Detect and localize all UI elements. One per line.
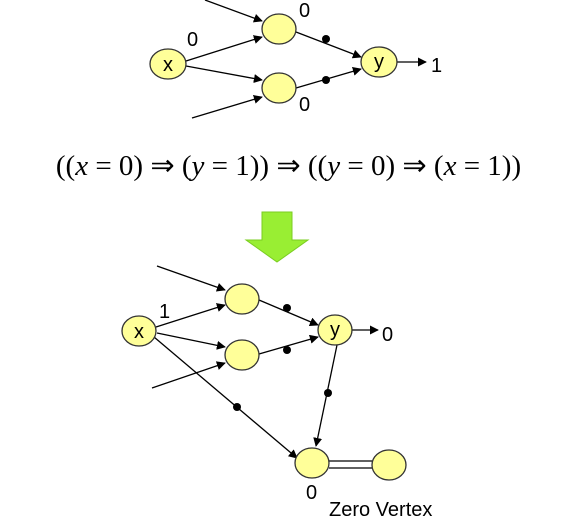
node-y	[317, 314, 353, 346]
formula-var-x: x	[75, 150, 89, 182]
node-lower	[224, 339, 260, 371]
edge-in-lower	[151, 361, 226, 389]
label-upper: 0	[299, 0, 310, 22]
node-lower	[261, 72, 297, 104]
node-upper	[261, 13, 297, 45]
edge-x-upper	[185, 35, 263, 62]
inverter-dot	[322, 76, 330, 84]
top-diagram: x y 0 0 0 1	[149, 0, 442, 119]
transform-arrow	[244, 211, 310, 263]
formula-part: = 0) ⇒ (	[88, 150, 192, 182]
formula-part: = 1)) ⇒ ((	[204, 150, 328, 182]
label-y-out: 1	[431, 55, 442, 77]
node-y-label: y	[374, 51, 384, 73]
inverter-dot	[322, 35, 330, 43]
label-x-in: 1	[159, 301, 170, 323]
edge-upper-y	[258, 299, 319, 326]
node-upper	[224, 283, 260, 315]
inverter-dot	[233, 403, 241, 411]
implication-formula: ((x = 0) ⇒ (y = 1)) ⇒ ((y = 0) ⇒ (x = 1)…	[0, 148, 577, 183]
label-y-out: 0	[382, 324, 393, 346]
edge-x-lower	[156, 332, 226, 350]
node-x	[149, 48, 187, 80]
node-x-label: x	[134, 321, 144, 343]
label-zero: 0	[306, 482, 317, 504]
formula-var-y: y	[327, 150, 341, 182]
label-lower: 0	[299, 94, 310, 116]
formula-var-x: x	[443, 150, 457, 182]
edge-x-upper	[155, 303, 226, 328]
formula-part: = 0) ⇒ (	[340, 150, 444, 182]
node-x	[121, 315, 157, 347]
edge-lower-y	[258, 334, 319, 355]
edge-in-upper	[204, 0, 263, 23]
node-y	[360, 46, 398, 78]
edge-in-lower	[191, 95, 263, 119]
formula-part: ((	[55, 150, 76, 182]
inverter-dot	[283, 346, 291, 354]
node-zero	[294, 447, 330, 479]
edge-in-upper	[156, 265, 226, 292]
bottom-diagram: x y 1 0 0 Zero Vertex	[121, 265, 432, 521]
label-x-in: 0	[187, 29, 198, 51]
inverter-dot	[283, 304, 291, 312]
formula-part: = 1))	[456, 150, 522, 182]
zero-vertex-caption: Zero Vertex	[329, 499, 432, 521]
node-x-label: x	[163, 54, 173, 76]
formula-var-y: y	[191, 150, 205, 182]
edge-upper-y	[295, 31, 362, 59]
edge-x-zero	[153, 336, 298, 459]
inverter-dot	[324, 389, 332, 397]
zero-vertex-node	[371, 449, 407, 481]
node-y-label: y	[330, 319, 340, 341]
edge-x-lower	[185, 65, 263, 83]
